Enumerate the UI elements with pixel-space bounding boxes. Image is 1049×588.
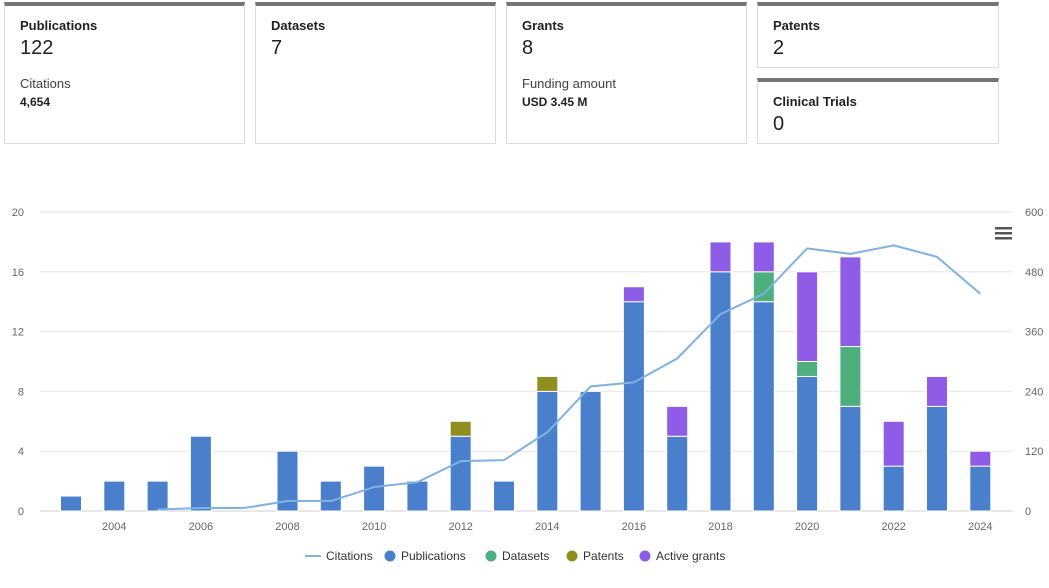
bar-publications-2004[interactable] — [103, 480, 126, 512]
x-tick-label: 2008 — [275, 521, 299, 533]
bar-publications-2009[interactable] — [319, 480, 342, 512]
legend-dot-marker — [485, 550, 497, 562]
bar-publications-2024[interactable] — [969, 465, 992, 512]
bar-publications-2005[interactable] — [146, 480, 169, 512]
bar-active-grants-2019[interactable] — [752, 241, 775, 273]
publications-card[interactable]: Publications 122 Citations 4,654 — [4, 2, 245, 144]
patents-count: 2 — [773, 37, 785, 59]
y-right-tick-label: 0 — [1025, 506, 1031, 518]
legend-item-publications[interactable]: Publications — [384, 549, 466, 563]
citations-label: Citations — [20, 76, 71, 91]
bar-publications-2003[interactable] — [60, 495, 82, 512]
x-tick-label: 2018 — [708, 521, 732, 533]
y-left-tick-label: 20 — [12, 207, 24, 219]
bar-publications-2020[interactable] — [796, 375, 819, 512]
datasets-label: Datasets — [271, 18, 326, 33]
legend-label: Patents — [583, 549, 624, 563]
x-tick-label: 2014 — [535, 521, 559, 533]
citations-line[interactable] — [157, 244, 981, 511]
bar-publications-2022[interactable] — [882, 465, 905, 512]
grants-label: Grants — [522, 18, 564, 33]
bar-publications-2006[interactable] — [189, 435, 212, 512]
datasets-count: 7 — [271, 37, 283, 59]
legend-label: Active grants — [656, 549, 725, 563]
x-tick-label: 2016 — [622, 521, 646, 533]
x-tick-label: 2010 — [362, 521, 386, 533]
y-right-tick-label: 360 — [1025, 327, 1043, 339]
bar-patents-2012[interactable] — [449, 420, 472, 437]
bar-active-grants-2017[interactable] — [666, 405, 689, 437]
bar-datasets-2020[interactable] — [796, 361, 819, 377]
bar-active-grants-2018[interactable] — [709, 241, 732, 273]
legend-label: Datasets — [502, 549, 549, 563]
bar-datasets-2021[interactable] — [839, 346, 862, 407]
y-right-tick-label: 600 — [1025, 207, 1043, 219]
funding-amount-value: USD 3.45 M — [522, 95, 588, 109]
citations-count: 4,654 — [20, 95, 51, 109]
bar-publications-2014[interactable] — [536, 390, 559, 512]
legend-item-patents[interactable]: Patents — [566, 549, 624, 563]
x-tick-label: 2020 — [795, 521, 819, 533]
y-left-tick-label: 8 — [18, 386, 24, 398]
clinical-trials-card[interactable]: Clinical Trials 0 — [757, 78, 999, 144]
y-left-tick-label: 4 — [18, 446, 24, 458]
bar-patents-2014[interactable] — [536, 375, 559, 392]
patents-card[interactable]: Patents 2 — [757, 2, 999, 68]
legend-label: Citations — [326, 549, 373, 563]
research-output-chart: 0 4 8 12 16 20 0 120 240 360 480 600 2004 2006 2008 201… — [12, 207, 1044, 563]
bar-publications-2011[interactable] — [406, 480, 429, 512]
bar-active-grants-2023[interactable] — [926, 375, 948, 407]
bar-publications-2010[interactable] — [363, 465, 386, 512]
bar-publications-2019[interactable] — [752, 301, 775, 512]
hamburger-menu-icon[interactable] — [995, 227, 1012, 240]
bar-active-grants-2021[interactable] — [839, 256, 862, 348]
grants-card[interactable]: Grants 8 Funding amount USD 3.45 M — [506, 2, 747, 144]
bar-publications-2013[interactable] — [493, 480, 515, 512]
publications-count: 122 — [20, 37, 54, 59]
x-tick-label: 2012 — [448, 521, 472, 533]
clinical-trials-count: 0 — [773, 113, 785, 135]
legend-dot-marker — [566, 550, 578, 562]
y-right-tick-label: 120 — [1025, 446, 1043, 458]
y-left-tick-label: 16 — [12, 267, 24, 279]
legend-dot-marker — [384, 550, 396, 562]
bar-publications-2021[interactable] — [839, 405, 862, 512]
datasets-card[interactable]: Datasets 7 — [255, 2, 496, 144]
bar-publications-2018[interactable] — [709, 271, 732, 512]
bar-active-grants-2022[interactable] — [882, 420, 905, 467]
legend-item-active-grants[interactable]: Active grants — [639, 549, 726, 563]
bar-publications-2012[interactable] — [449, 435, 472, 512]
y-right-tick-label: 240 — [1025, 386, 1043, 398]
patents-label: Patents — [773, 18, 820, 33]
clinical-trials-label: Clinical Trials — [773, 94, 857, 109]
publications-label: Publications — [20, 18, 98, 33]
legend-dot-marker — [639, 550, 651, 562]
y-left-tick-label: 0 — [18, 506, 24, 518]
funding-amount-label: Funding amount — [522, 76, 616, 91]
bar-active-grants-2024[interactable] — [969, 450, 992, 467]
bar-active-grants-2020[interactable] — [796, 271, 819, 362]
x-tick-label: 2024 — [968, 521, 992, 533]
legend-label: Publications — [401, 549, 466, 563]
bar-publications-2008[interactable] — [276, 450, 299, 512]
grants-count: 8 — [522, 37, 534, 59]
y-right-tick-label: 480 — [1025, 267, 1043, 279]
legend-item-datasets[interactable]: Datasets — [485, 549, 550, 563]
bar-publications-2017[interactable] — [666, 435, 689, 512]
x-tick-label: 2004 — [102, 521, 126, 533]
y-left-tick-label: 12 — [12, 327, 24, 339]
legend-item-citations[interactable]: Citations — [305, 549, 373, 563]
x-tick-label: 2006 — [189, 521, 213, 533]
bar-publications-2023[interactable] — [926, 405, 948, 512]
bar-publications-2015[interactable] — [579, 390, 602, 512]
x-tick-label: 2022 — [881, 521, 905, 533]
bar-publications-2016[interactable] — [622, 301, 645, 512]
bar-active-grants-2016[interactable] — [622, 286, 645, 303]
